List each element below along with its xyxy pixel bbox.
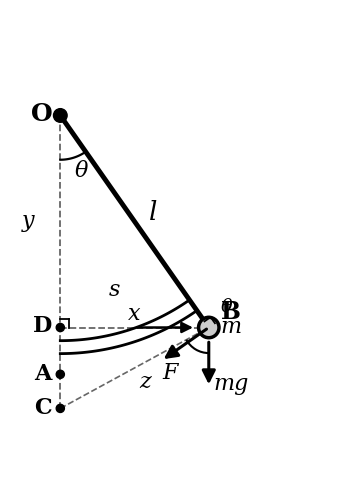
Text: C: C (34, 398, 51, 419)
Circle shape (56, 404, 64, 412)
Text: l: l (149, 200, 157, 226)
Text: θ: θ (221, 298, 233, 316)
Circle shape (56, 370, 64, 378)
Text: y: y (22, 210, 34, 233)
Text: F: F (162, 362, 177, 384)
Text: s: s (109, 278, 120, 300)
Text: z: z (139, 370, 150, 392)
Text: D: D (33, 315, 52, 337)
Text: x: x (128, 303, 141, 325)
Circle shape (53, 108, 67, 122)
Text: m: m (220, 316, 241, 338)
Circle shape (56, 324, 64, 332)
Text: mg: mg (213, 372, 249, 394)
Text: B: B (221, 300, 241, 324)
Circle shape (199, 318, 219, 338)
Text: O: O (31, 102, 52, 126)
Text: A: A (34, 364, 51, 386)
Text: θ: θ (75, 160, 88, 182)
